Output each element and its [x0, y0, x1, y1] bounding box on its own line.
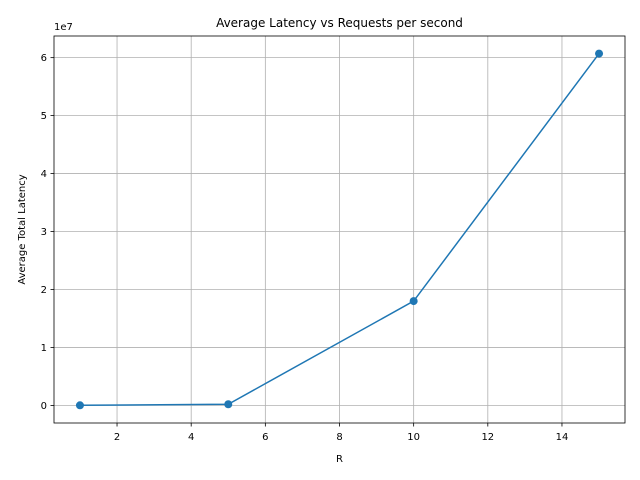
y-tick-label: 5	[41, 111, 47, 122]
y-tick-label: 4	[41, 169, 47, 180]
y-tick-label: 0	[41, 401, 47, 412]
series	[75, 49, 604, 410]
y-tick-label: 1	[41, 343, 47, 354]
chart-title: Average Latency vs Requests per second	[216, 16, 463, 30]
x-tick-label: 8	[336, 432, 342, 443]
x-axis-label: R	[336, 454, 343, 465]
y-axis-label: Average Total Latency	[17, 174, 28, 284]
x-tick-label: 4	[188, 432, 194, 443]
y-tick-label: 3	[41, 227, 47, 238]
x-tick-label: 10	[407, 432, 420, 443]
x-tick-label: 14	[556, 432, 569, 443]
data-point	[595, 49, 604, 58]
x-tick-label: 12	[481, 432, 494, 443]
data-point	[409, 297, 418, 306]
x-tick-label: 2	[114, 432, 120, 443]
series-line	[79, 53, 600, 407]
data-point	[224, 400, 233, 409]
y-tick-label: 6	[41, 53, 47, 64]
plot-area-frame	[53, 35, 626, 424]
y-axis-offset-text: 1e7	[54, 22, 73, 33]
data-point	[75, 401, 84, 410]
y-tick-label: 2	[41, 285, 47, 296]
grid	[54, 36, 625, 423]
x-tick-label: 6	[262, 432, 268, 443]
